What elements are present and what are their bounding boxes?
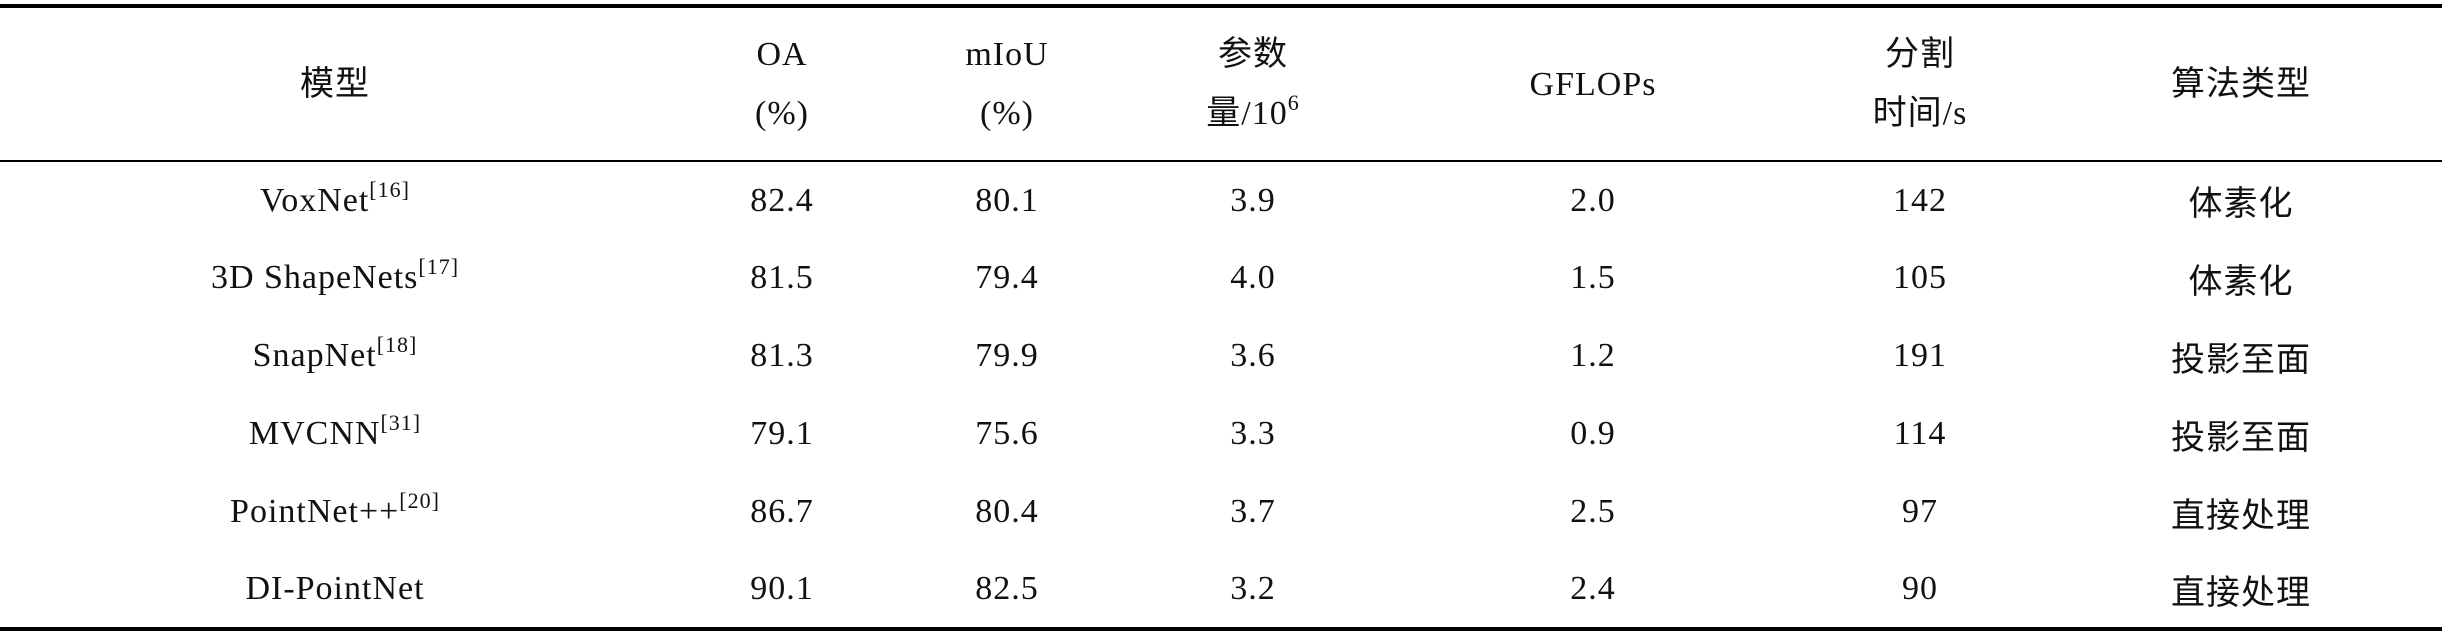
model-name: PointNet++ — [230, 493, 400, 530]
header-line: (%) — [894, 84, 1120, 143]
model-cell: DI-PointNet — [0, 551, 670, 629]
table-row: VoxNet[16] 82.4 80.1 3.9 2.0 142 体素化 — [0, 161, 2442, 239]
data-cell: 90.1 — [750, 570, 814, 607]
data-cell: 86.7 — [750, 493, 814, 530]
citation: [18] — [376, 332, 418, 357]
model-name: MVCNN — [248, 415, 381, 452]
table-row: PointNet++[20] 86.7 80.4 3.7 2.5 97 直接处理 — [0, 473, 2442, 551]
header-text: (%) — [980, 95, 1034, 132]
data-cell: 105 — [1893, 259, 1947, 296]
citation: [31] — [380, 410, 422, 435]
table-body: VoxNet[16] 82.4 80.1 3.9 2.0 142 体素化 3D ShapeNe… — [0, 161, 2442, 629]
data-cell: 81.3 — [750, 337, 814, 374]
data-cell: 直接处理 — [2171, 574, 2311, 612]
data-cell: 3.2 — [1230, 570, 1276, 607]
data-cell: 79.9 — [975, 337, 1039, 374]
data-cell: 80.1 — [975, 181, 1039, 219]
model-cell: PointNet++[20] — [0, 473, 670, 551]
data-cell: 82.5 — [975, 570, 1039, 607]
data-cell: 97 — [1902, 493, 1938, 530]
header-cell: OA (%) — [670, 6, 894, 162]
data-cell: 80.4 — [975, 493, 1039, 530]
data-cell: 投影至面 — [2171, 341, 2311, 379]
table-row: SnapNet[18] 81.3 79.9 3.6 1.2 191 投影至面 — [0, 317, 2442, 395]
data-cell: 114 — [1893, 415, 1947, 452]
model-cell: MVCNN[31] — [0, 395, 670, 473]
header-line: 分割 — [1800, 25, 2040, 84]
data-cell: 2.0 — [1570, 181, 1616, 219]
header-text: mIoU — [965, 36, 1049, 73]
model-name: 3D ShapeNets — [210, 259, 419, 296]
header-text: OA — [756, 36, 808, 73]
header-text: GFLOPs — [1529, 65, 1657, 103]
model-cell: 3D ShapeNets[17] — [0, 239, 670, 317]
data-cell: 75.6 — [975, 415, 1039, 452]
header-cell: 算法类型 — [2040, 6, 2442, 162]
data-cell: 3.7 — [1230, 493, 1276, 530]
header-line: OA — [670, 25, 894, 84]
header-text: 模型 — [300, 65, 370, 103]
model-name: SnapNet — [252, 337, 377, 374]
data-cell: 79.1 — [750, 415, 814, 452]
header-text: 参数 — [1218, 36, 1288, 73]
data-cell: 3.3 — [1230, 415, 1276, 452]
header-cell: mIoU (%) — [894, 6, 1120, 162]
citation: [20] — [399, 488, 440, 513]
header-line: GFLOPs — [1386, 55, 1800, 114]
results-table: 模型 OA (%) mIoU (%) 参数量/106 GFLOPs 分割时间/s 算法类型 Vo… — [0, 4, 2442, 631]
header-cell: 模型 — [0, 6, 670, 162]
table-row: MVCNN[31] 79.1 75.6 3.3 0.9 114 投影至面 — [0, 395, 2442, 473]
header-line: 参数 — [1120, 25, 1386, 84]
table-header: 模型 OA (%) mIoU (%) 参数量/106 GFLOPs 分割时间/s 算法类型 — [0, 6, 2442, 162]
data-cell: 体素化 — [2188, 263, 2294, 301]
header-line: (%) — [670, 84, 894, 143]
model-name: DI-PointNet — [245, 570, 425, 607]
data-cell: 2.4 — [1570, 570, 1616, 607]
citation: [17] — [418, 254, 460, 279]
data-cell: 2.5 — [1570, 493, 1616, 530]
header-text: 算法类型 — [2171, 65, 2311, 103]
header-cell: 参数量/106 — [1120, 6, 1386, 162]
data-cell: 81.5 — [750, 259, 814, 296]
header-line: 时间/s — [1800, 84, 2040, 143]
header-text: 量/10 — [1206, 95, 1288, 132]
header-line: 模型 — [0, 55, 670, 114]
header-text: (%) — [755, 95, 809, 132]
header-cell: GFLOPs — [1386, 6, 1800, 162]
data-cell: 0.9 — [1570, 415, 1616, 452]
data-cell: 直接处理 — [2171, 497, 2311, 535]
data-cell: 142 — [1893, 181, 1947, 219]
data-cell: 79.4 — [975, 259, 1039, 296]
data-cell: 投影至面 — [2171, 419, 2311, 457]
data-cell: 191 — [1893, 337, 1947, 374]
header-line: 量/106 — [1120, 84, 1386, 143]
header-text: 分割 — [1885, 36, 1955, 73]
model-cell: VoxNet[16] — [0, 161, 670, 239]
table-row: DI-PointNet 90.1 82.5 3.2 2.4 90 直接处理 — [0, 551, 2442, 629]
data-cell: 体素化 — [2188, 186, 2294, 223]
table-row: 3D ShapeNets[17] 81.5 79.4 4.0 1.5 105 体素化 — [0, 239, 2442, 317]
header-text: 时间/s — [1872, 95, 1968, 132]
header-line: mIoU — [894, 25, 1120, 84]
header-line: 算法类型 — [2040, 55, 2442, 114]
citation: [16] — [369, 176, 410, 202]
header-row: 模型 OA (%) mIoU (%) 参数量/106 GFLOPs 分割时间/s 算法类型 — [0, 6, 2442, 162]
model-cell: SnapNet[18] — [0, 317, 670, 395]
data-cell: 1.5 — [1570, 259, 1616, 296]
data-cell: 82.4 — [750, 181, 814, 219]
data-cell: 3.9 — [1230, 181, 1276, 219]
header-cell: 分割时间/s — [1800, 6, 2040, 162]
data-cell: 4.0 — [1230, 259, 1276, 296]
model-name: VoxNet — [260, 181, 370, 219]
superscript: 6 — [1287, 90, 1300, 115]
data-cell: 3.6 — [1230, 337, 1276, 374]
data-cell: 90 — [1902, 570, 1938, 607]
data-cell: 1.2 — [1570, 337, 1616, 374]
